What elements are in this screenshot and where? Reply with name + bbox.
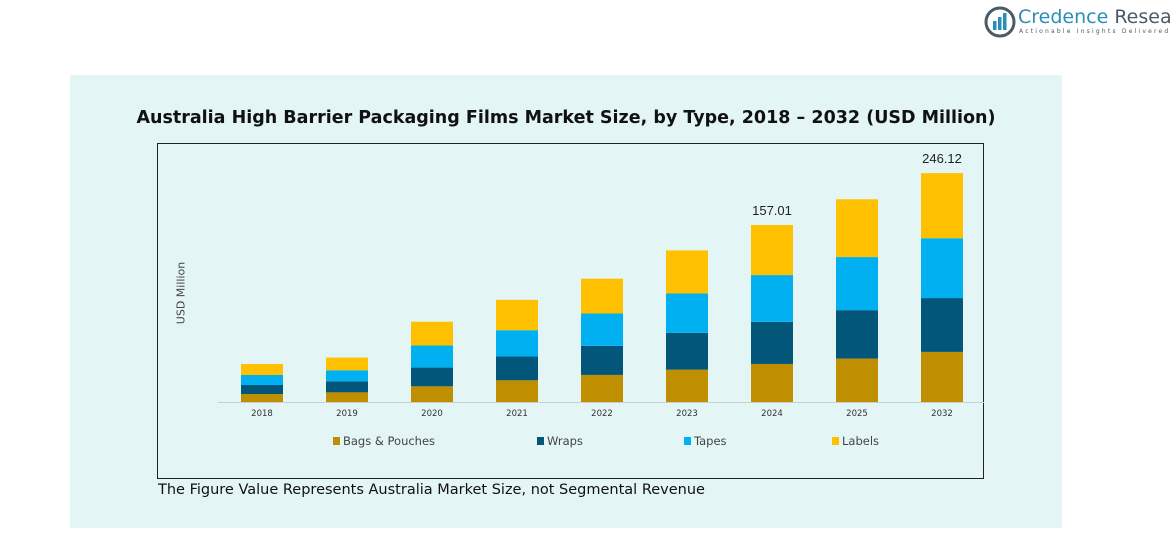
brand-tagline: Actionable Insights Delivered [1019, 28, 1171, 35]
data-label-2024: 157.01 [752, 203, 792, 218]
x-tick-label: 2021 [506, 409, 528, 419]
x-tick-label: 2018 [251, 409, 273, 419]
bar-wraps-2021 [496, 356, 538, 381]
legend-label: Wraps [547, 434, 583, 448]
bar-bags-pouches-2032 [921, 351, 963, 402]
legend-swatch [832, 437, 839, 445]
bar-tapes-2022 [581, 313, 623, 346]
bar-labels-2022 [581, 278, 623, 314]
bar-labels-2020 [411, 321, 453, 346]
footnote: The Figure Value Represents Australia Ma… [158, 482, 705, 498]
legend-swatch [333, 437, 340, 445]
bar-labels-2025 [836, 199, 878, 258]
bar-bags-pouches-2025 [836, 358, 878, 402]
chart-frame [157, 143, 984, 479]
bar-bags-pouches-2022 [581, 374, 623, 402]
x-tick-label: 2020 [421, 409, 443, 419]
legend-swatch [537, 437, 544, 445]
data-label-2032: 246.12 [922, 151, 962, 166]
chart-panel [70, 75, 1062, 528]
brand-name-part2: Research [1114, 6, 1171, 28]
bar-bags-pouches-2021 [496, 380, 538, 402]
bar-wraps-2023 [666, 332, 708, 370]
bar-tapes-2023 [666, 293, 708, 333]
legend-label: Labels [842, 434, 879, 448]
x-tick-label: 2024 [761, 409, 783, 419]
credence-logo-icon [984, 6, 1016, 38]
legend-label: Bags & Pouches [343, 434, 435, 448]
bar-tapes-2020 [411, 345, 453, 368]
bar-labels-2032 [921, 173, 963, 239]
bar-wraps-2019 [326, 381, 368, 393]
bar-tapes-2025 [836, 257, 878, 311]
bar-wraps-2020 [411, 367, 453, 387]
bar-tapes-2024 [751, 275, 793, 322]
bar-wraps-2025 [836, 310, 878, 359]
bar-wraps-2022 [581, 345, 623, 375]
brand-name-part1: Credence [1018, 6, 1109, 28]
bar-tapes-2019 [326, 370, 368, 382]
bar-bags-pouches-2024 [751, 363, 793, 402]
legend-label: Tapes [693, 434, 727, 448]
bar-tapes-2018 [241, 375, 283, 386]
bar-labels-2024 [751, 224, 793, 276]
bar-bags-pouches-2023 [666, 369, 708, 402]
bar-wraps-2024 [751, 321, 793, 364]
bar-bags-pouches-2019 [326, 392, 368, 402]
bar-tapes-2021 [496, 330, 538, 357]
bar-labels-2021 [496, 299, 538, 331]
bar-bags-pouches-2018 [241, 394, 283, 402]
x-tick-label: 2023 [676, 409, 698, 419]
bar-labels-2018 [241, 363, 283, 376]
bar-bags-pouches-2020 [411, 386, 453, 402]
bar-wraps-2032 [921, 298, 963, 352]
x-tick-label: 2022 [591, 409, 613, 419]
bar-labels-2019 [326, 357, 368, 371]
bar-wraps-2018 [241, 385, 283, 395]
x-tick-label: 2025 [846, 409, 868, 419]
chart-title: Australia High Barrier Packaging Films M… [136, 108, 996, 128]
bar-labels-2023 [666, 250, 708, 294]
bar-tapes-2032 [921, 238, 963, 299]
x-tick-label: 2019 [336, 409, 358, 419]
brand-name: Credence Research [1018, 6, 1171, 28]
x-tick-label: 2032 [931, 409, 953, 419]
legend-swatch [684, 437, 691, 445]
